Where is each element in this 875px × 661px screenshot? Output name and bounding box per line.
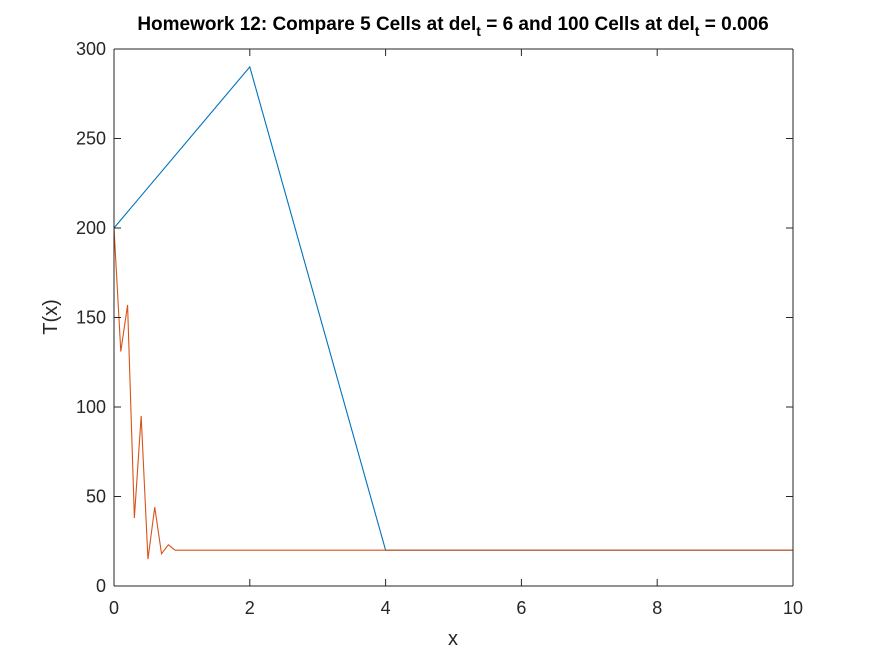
y-tick-label: 100	[76, 397, 106, 417]
x-tick-label: 2	[245, 598, 255, 618]
y-tick-label: 150	[76, 308, 106, 328]
y-tick-label: 0	[96, 576, 106, 596]
title-segment: = 0.006	[699, 14, 768, 35]
x-axis-label: x	[448, 628, 458, 650]
y-axis-label: T(x)	[40, 299, 62, 335]
x-tick-label: 10	[783, 598, 803, 618]
y-tick-label: 50	[86, 487, 106, 507]
y-tick-label: 300	[76, 39, 106, 59]
title-segment: Homework 12: Compare 5 Cells at del	[137, 14, 476, 35]
x-tick-label: 6	[516, 598, 526, 618]
x-tick-label: 0	[109, 598, 119, 618]
y-tick-label: 200	[76, 218, 106, 238]
title-subscript: t	[476, 23, 481, 39]
plot-area	[114, 49, 793, 586]
title-subscript: t	[695, 23, 700, 39]
axes-layer	[113, 48, 794, 587]
chart-title: Homework 12: Compare 5 Cells at delt = 6…	[137, 14, 768, 39]
x-tick-label: 8	[652, 598, 662, 618]
series-2-line	[113, 227, 793, 560]
y-tick-label: 250	[76, 129, 106, 149]
x-tick-label: 4	[381, 598, 391, 618]
series-layer	[113, 65, 793, 560]
title-segment: = 6 and 100 Cells at del	[481, 14, 695, 35]
